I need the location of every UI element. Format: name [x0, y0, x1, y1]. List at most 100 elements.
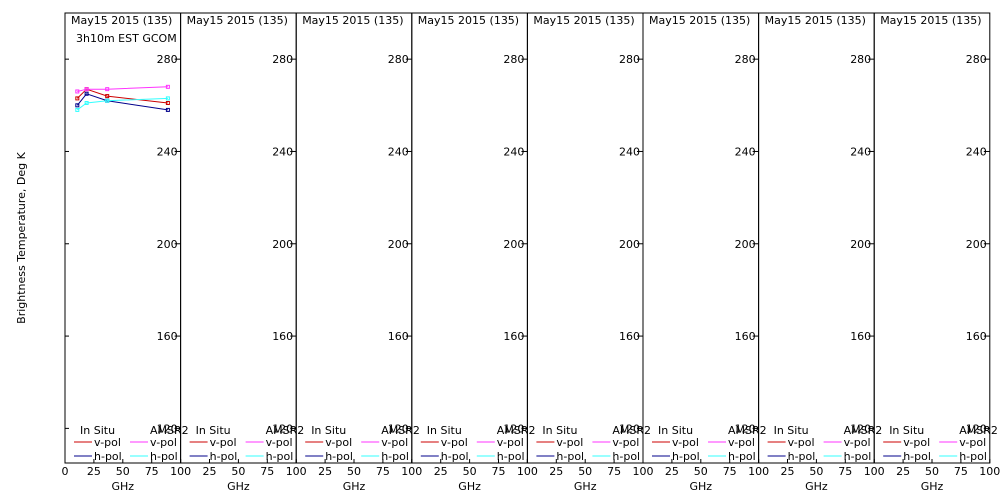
- y-tick-label: 240: [850, 145, 871, 158]
- y-tick-label: 160: [272, 330, 293, 343]
- x-tick-label: 25: [781, 465, 795, 478]
- x-tick-label: 100: [979, 465, 1000, 478]
- x-tick-label: 50: [116, 465, 130, 478]
- x-tick-label: 25: [665, 465, 679, 478]
- x-axis-label: GHz: [343, 480, 366, 493]
- y-tick-label: 240: [619, 145, 640, 158]
- x-tick-label: 100: [286, 465, 307, 478]
- y-tick-label: 200: [503, 238, 524, 251]
- legend-in-situ-label: In Situ: [774, 424, 809, 437]
- panel-title: May15 2015 (135): [649, 14, 750, 27]
- legend-in-situ-vpol-label: v-pol: [441, 436, 468, 449]
- legend-in-situ-hpol-label: h-pol: [325, 450, 353, 463]
- data-point: [75, 107, 80, 112]
- y-tick-label: 120: [157, 422, 178, 435]
- x-tick-label: 50: [463, 465, 477, 478]
- x-axis-label: GHz: [921, 480, 944, 493]
- legend-amsr2-label: AMSR2: [497, 424, 536, 437]
- legend-in-situ-hpol-label: h-pol: [672, 450, 700, 463]
- legend-in-situ-hpol-label: h-pol: [788, 450, 816, 463]
- data-point: [105, 87, 110, 92]
- legend-amsr2-hpol-label: h-pol: [612, 450, 640, 463]
- data-point: [165, 96, 170, 101]
- legend-in-situ-vpol-label: v-pol: [556, 436, 583, 449]
- x-tick-label: 100: [517, 465, 538, 478]
- y-tick-label: 160: [388, 330, 409, 343]
- legend-in-situ-label: In Situ: [658, 424, 693, 437]
- x-axis-label: GHz: [112, 480, 135, 493]
- legend-in-situ-vpol-label: v-pol: [672, 436, 699, 449]
- legend-in-situ-label: In Situ: [196, 424, 231, 437]
- y-tick-label: 160: [850, 330, 871, 343]
- x-tick-label: 50: [694, 465, 708, 478]
- x-tick-label: 50: [231, 465, 245, 478]
- legend-amsr2-label: AMSR2: [266, 424, 305, 437]
- series-line: [76, 88, 168, 104]
- data-point: [75, 89, 80, 94]
- legend-amsr2-hpol-label: h-pol: [959, 450, 987, 463]
- legend-in-situ-hpol-label: h-pol: [441, 450, 469, 463]
- legend-amsr2-label: AMSR2: [844, 424, 883, 437]
- y-tick-label: 200: [157, 238, 178, 251]
- legend-amsr2-vpol-label: v-pol: [612, 436, 639, 449]
- panel-title: May15 2015 (135): [533, 14, 634, 27]
- x-tick-label: 100: [633, 465, 654, 478]
- y-tick-label: 160: [157, 330, 178, 343]
- y-tick-label: 200: [388, 238, 409, 251]
- legend-amsr2-vpol-label: v-pol: [381, 436, 408, 449]
- panel-title: May15 2015 (135): [880, 14, 981, 27]
- x-axis-label: GHz: [805, 480, 828, 493]
- x-tick-label: 25: [896, 465, 910, 478]
- legend-in-situ-label: In Situ: [80, 424, 115, 437]
- data-point: [75, 103, 80, 108]
- y-tick-label: 240: [157, 145, 178, 158]
- legend-amsr2-label: AMSR2: [612, 424, 651, 437]
- x-tick-label: 50: [809, 465, 823, 478]
- x-tick-label: 25: [318, 465, 332, 478]
- legend-in-situ-vpol-label: v-pol: [210, 436, 237, 449]
- legend-in-situ-vpol-label: v-pol: [788, 436, 815, 449]
- x-tick-label: 100: [864, 465, 885, 478]
- panel-title: May15 2015 (135): [418, 14, 519, 27]
- y-tick-label: 200: [735, 238, 756, 251]
- series-line: [77, 86, 168, 92]
- x-tick-label: 75: [145, 465, 159, 478]
- data-point: [84, 101, 89, 105]
- y-tick-label: 120: [503, 422, 524, 435]
- data-point: [165, 84, 170, 89]
- legend-in-situ-label: In Situ: [542, 424, 577, 437]
- x-tick-label: 100: [401, 465, 422, 478]
- y-tick-label: 120: [619, 422, 640, 435]
- legend-amsr2-hpol-label: h-pol: [381, 450, 409, 463]
- x-tick-label: 75: [260, 465, 274, 478]
- panel-title: May15 2015 (135): [765, 14, 866, 27]
- y-tick-label: 280: [157, 53, 178, 66]
- legend-amsr2-vpol-label: v-pol: [497, 436, 524, 449]
- x-tick-label: 75: [838, 465, 852, 478]
- legend-amsr2-vpol-label: v-pol: [959, 436, 986, 449]
- x-tick-label: 100: [170, 465, 191, 478]
- y-tick-label: 240: [388, 145, 409, 158]
- y-tick-label: 280: [388, 53, 409, 66]
- panel-title: May15 2015 (135): [187, 14, 288, 27]
- x-tick-label: 25: [549, 465, 563, 478]
- x-tick-label: 50: [347, 465, 361, 478]
- data-point: [165, 107, 170, 112]
- y-tick-label: 280: [619, 53, 640, 66]
- y-tick-label: 240: [735, 145, 756, 158]
- y-tick-label: 160: [503, 330, 524, 343]
- legend-in-situ-vpol-label: v-pol: [903, 436, 930, 449]
- x-tick-label: 50: [925, 465, 939, 478]
- y-tick-label: 280: [850, 53, 871, 66]
- y-tick-label: 280: [503, 53, 524, 66]
- y-tick-label: 280: [735, 53, 756, 66]
- legend-amsr2-hpol-label: h-pol: [844, 450, 872, 463]
- legend-amsr2-vpol-label: v-pol: [844, 436, 871, 449]
- y-tick-label: 120: [735, 422, 756, 435]
- y-tick-label: 160: [966, 330, 987, 343]
- legend-amsr2-vpol-label: v-pol: [728, 436, 755, 449]
- data-point: [165, 101, 170, 105]
- y-tick-label: 200: [850, 238, 871, 251]
